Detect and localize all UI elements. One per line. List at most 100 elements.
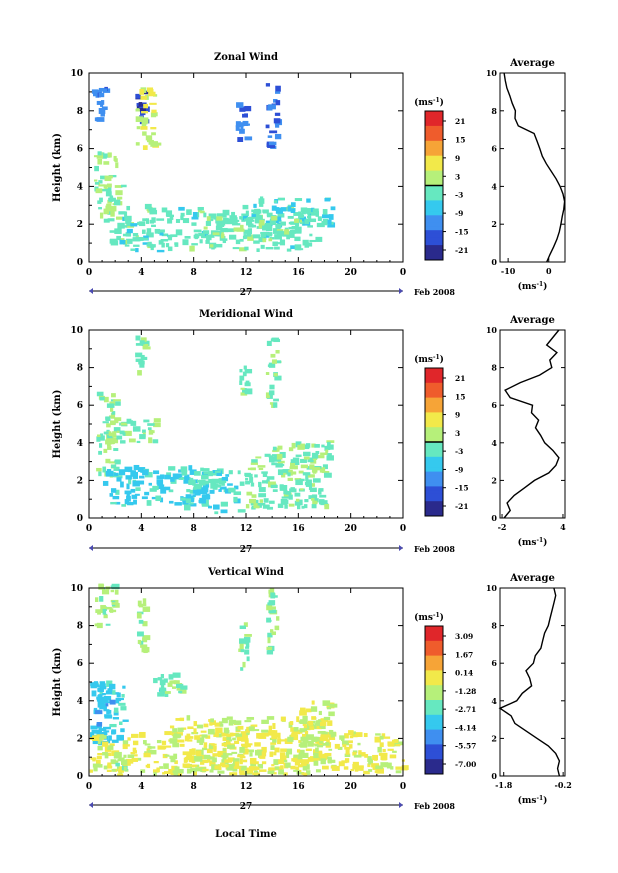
colorbar-segment [425,163,443,168]
field-cell [231,751,238,754]
field-cell [287,472,291,477]
field-cell [115,489,120,495]
field-cell [190,502,194,505]
field-cell [235,730,241,733]
field-cell [100,175,107,180]
field-cell [164,691,169,697]
field-cell [139,434,146,440]
field-cell [114,228,122,234]
field-cell [97,158,103,165]
field-cell [274,595,278,598]
colorbar-segment [425,512,443,517]
field-cell [117,773,124,776]
field-cell [140,95,147,100]
average-y-tick-label: 8 [491,363,497,373]
field-cell [352,751,357,756]
field-cell [277,469,284,476]
field-cell [100,113,105,117]
x-tick-label: 4 [138,268,144,278]
field-cell [104,175,112,182]
field-cell [167,218,173,224]
field-cell [277,445,283,450]
field-cell [249,752,253,757]
field-cell [275,447,280,452]
colorbar-tick-label: 3.09 [455,632,473,641]
field-cell [270,338,277,342]
field-cell [326,706,332,710]
colorbar-tick-label: -9 [455,209,463,218]
field-cell [170,757,176,763]
field-cell [222,737,229,741]
field-cell [210,218,214,222]
field-cell [272,723,276,730]
field-cell [244,388,253,395]
field-cell [319,467,326,473]
field-cell [122,746,128,750]
average-x-tick-label: -1.8 [495,780,513,790]
field-cell [296,504,301,510]
field-cell [288,447,294,452]
colorbar-segment [425,371,443,376]
average-x-label-base: (ms [518,795,537,806]
field-cell [269,130,278,134]
field-cell [322,464,328,470]
field-cell [268,141,277,146]
colorbar-segment [425,207,443,213]
field-cell [172,728,178,733]
field-cell [267,637,271,644]
x-tick-label: 0 [400,524,406,534]
colorbar-segment [425,445,443,450]
field-cell [267,770,274,774]
field-cell [163,745,172,748]
field-cell [116,435,123,440]
field-cell [234,485,239,490]
field-cell [294,236,301,242]
field-cell [212,232,220,236]
y-tick-label: 4 [77,439,83,449]
field-cell [194,233,198,240]
field-cell [221,755,229,758]
field-cell [237,509,246,513]
colorbar-segment [425,386,443,391]
field-cell [235,125,240,131]
field-cell [302,472,311,476]
field-cell [294,500,300,506]
field-cell [137,757,142,761]
field-cell [298,470,304,474]
field-cell [153,760,159,764]
field-cell [279,484,284,490]
date-axis-arrow-left [89,288,93,294]
field-cell [179,689,187,694]
field-cell [305,443,311,448]
field-cell [320,758,326,765]
field-cell [201,747,208,751]
field-cell [148,91,156,97]
field-cell [183,757,188,763]
field-cell [205,735,211,739]
field-cell [98,90,103,94]
field-cell [190,498,195,503]
field-cell [288,226,295,230]
field-cell [147,746,152,750]
field-cell [262,732,269,737]
field-cell [206,216,211,222]
field-cell [216,484,222,488]
average-y-tick-label: 10 [486,583,498,593]
field-cell [96,391,104,397]
field-cell [263,498,269,503]
field-cell [277,197,285,201]
field-cell [200,210,205,214]
field-cell [254,474,258,478]
field-cell [108,735,112,741]
colorbar-segment [425,382,443,387]
field-cell [122,233,129,237]
field-cell [181,727,187,730]
field-cell [276,453,283,460]
field-cell [220,227,228,233]
field-cell [105,458,111,464]
field-cell [240,667,244,671]
colorbar-segment [425,430,443,436]
field-cell [308,218,317,223]
field-cell [232,768,238,772]
field-cell [189,748,196,755]
